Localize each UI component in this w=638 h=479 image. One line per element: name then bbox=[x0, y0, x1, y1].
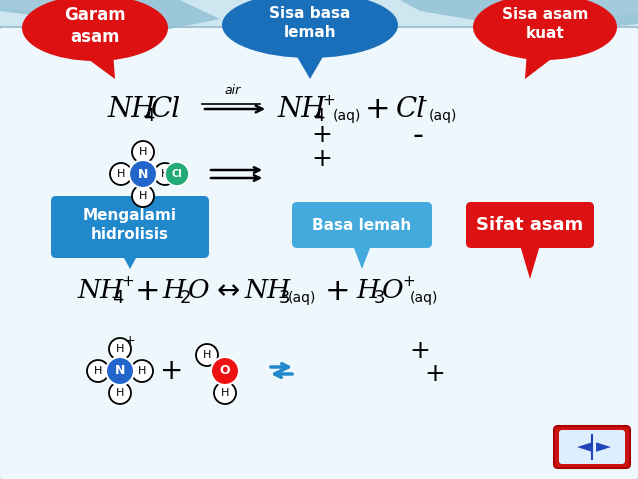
Circle shape bbox=[109, 382, 131, 404]
Text: (aq): (aq) bbox=[410, 291, 438, 305]
Text: +: + bbox=[311, 147, 332, 171]
Text: H: H bbox=[116, 344, 124, 354]
Text: Sisa basa
lemah: Sisa basa lemah bbox=[269, 6, 351, 40]
Ellipse shape bbox=[473, 0, 617, 60]
Circle shape bbox=[132, 185, 154, 207]
Text: NH: NH bbox=[78, 278, 124, 304]
Text: H: H bbox=[117, 169, 125, 179]
Text: +: + bbox=[160, 357, 184, 385]
Circle shape bbox=[110, 163, 132, 185]
Text: +: + bbox=[424, 362, 445, 386]
Circle shape bbox=[106, 357, 134, 385]
Text: +: + bbox=[121, 274, 134, 289]
Polygon shape bbox=[400, 0, 638, 31]
Polygon shape bbox=[517, 235, 543, 279]
FancyBboxPatch shape bbox=[0, 27, 638, 479]
Polygon shape bbox=[292, 48, 328, 79]
Ellipse shape bbox=[222, 0, 398, 58]
Polygon shape bbox=[349, 235, 375, 269]
Polygon shape bbox=[0, 0, 220, 31]
FancyBboxPatch shape bbox=[466, 202, 594, 248]
Polygon shape bbox=[525, 50, 563, 79]
Circle shape bbox=[132, 141, 154, 163]
FancyBboxPatch shape bbox=[559, 430, 625, 464]
Text: Mengalami
hidrolisis: Mengalami hidrolisis bbox=[83, 207, 177, 242]
Polygon shape bbox=[77, 51, 115, 79]
Text: NH: NH bbox=[278, 95, 327, 123]
Text: +: + bbox=[410, 339, 431, 363]
Text: N: N bbox=[138, 168, 148, 181]
Text: H: H bbox=[94, 366, 102, 376]
Text: H: H bbox=[162, 278, 185, 304]
Text: H: H bbox=[161, 169, 169, 179]
Text: H: H bbox=[138, 366, 146, 376]
Text: Cl: Cl bbox=[151, 95, 181, 123]
Text: H: H bbox=[203, 350, 211, 360]
Text: +: + bbox=[325, 276, 351, 306]
Text: ↔: ↔ bbox=[216, 277, 240, 305]
Circle shape bbox=[109, 338, 131, 360]
Circle shape bbox=[214, 382, 236, 404]
Text: +: + bbox=[365, 94, 391, 124]
Text: air: air bbox=[225, 84, 241, 97]
Text: 4: 4 bbox=[143, 107, 154, 125]
Text: H: H bbox=[139, 147, 147, 157]
Text: +: + bbox=[402, 274, 415, 289]
Circle shape bbox=[165, 162, 189, 186]
Text: Garam
asam: Garam asam bbox=[64, 6, 126, 46]
Polygon shape bbox=[117, 245, 143, 269]
Polygon shape bbox=[500, 0, 638, 19]
Text: O: O bbox=[219, 365, 230, 377]
Text: H: H bbox=[356, 278, 379, 304]
Text: O: O bbox=[188, 278, 210, 304]
Circle shape bbox=[87, 360, 109, 382]
Text: NH: NH bbox=[108, 95, 156, 123]
Text: +: + bbox=[135, 276, 161, 306]
Text: ◄: ◄ bbox=[577, 437, 592, 456]
Text: 4: 4 bbox=[112, 289, 124, 307]
Text: H: H bbox=[221, 388, 229, 398]
Text: H: H bbox=[139, 191, 147, 201]
Text: (aq): (aq) bbox=[333, 109, 361, 123]
Text: (aq): (aq) bbox=[429, 109, 457, 123]
Polygon shape bbox=[0, 0, 140, 17]
Text: 3: 3 bbox=[279, 289, 290, 307]
Text: H: H bbox=[116, 388, 124, 398]
Text: +: + bbox=[124, 334, 135, 347]
Text: 3: 3 bbox=[374, 289, 385, 307]
Ellipse shape bbox=[22, 0, 168, 61]
Text: Sisa asam
kuat: Sisa asam kuat bbox=[502, 7, 588, 41]
Text: 2: 2 bbox=[180, 289, 191, 307]
Circle shape bbox=[196, 344, 218, 366]
Text: (aq): (aq) bbox=[288, 291, 316, 305]
Circle shape bbox=[129, 160, 157, 188]
Text: Sifat asam: Sifat asam bbox=[477, 216, 584, 234]
Text: Basa lemah: Basa lemah bbox=[313, 217, 412, 232]
Text: -: - bbox=[413, 121, 424, 149]
Text: ►: ► bbox=[596, 437, 611, 456]
Circle shape bbox=[211, 357, 239, 385]
FancyBboxPatch shape bbox=[51, 196, 209, 258]
Text: +: + bbox=[322, 92, 335, 107]
Text: Cl: Cl bbox=[172, 169, 182, 179]
Circle shape bbox=[131, 360, 153, 382]
Text: O: O bbox=[382, 278, 404, 304]
Text: 4: 4 bbox=[313, 107, 325, 125]
Circle shape bbox=[154, 163, 176, 185]
Text: Cl: Cl bbox=[396, 95, 426, 123]
Text: NH: NH bbox=[245, 278, 291, 304]
Text: -: - bbox=[420, 91, 426, 109]
FancyBboxPatch shape bbox=[554, 426, 630, 468]
Text: +: + bbox=[311, 123, 332, 147]
Text: N: N bbox=[115, 365, 125, 377]
FancyBboxPatch shape bbox=[292, 202, 432, 248]
